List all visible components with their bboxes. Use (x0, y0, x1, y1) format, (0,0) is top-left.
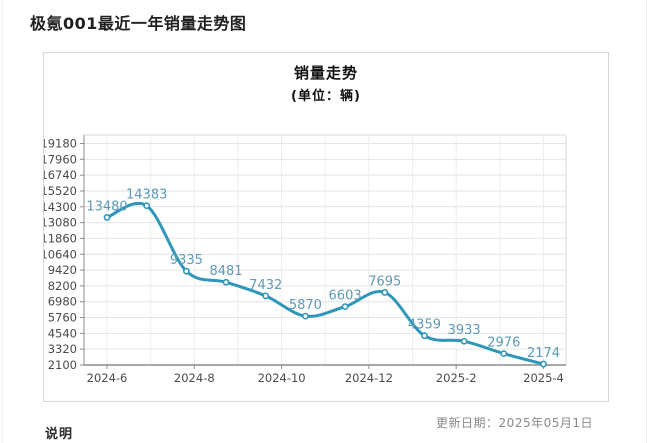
svg-text:7432: 7432 (249, 278, 282, 293)
svg-text:2024-8: 2024-8 (174, 371, 215, 385)
svg-text:2024-10: 2024-10 (258, 371, 306, 385)
chart-card: 2100 3320 4540 5760 6980 8200 9420 10640 11860 13… (43, 52, 609, 402)
page-right-rule (646, 0, 647, 443)
svg-text:13080: 13080 (44, 216, 77, 230)
svg-text:14383: 14383 (126, 188, 167, 203)
update-date: 更新日期：2025年05月1日 (436, 416, 593, 430)
svg-text:9420: 9420 (48, 263, 77, 277)
sales-trend-chart[interactable]: 2100332045405760698082009420106401186013… (44, 53, 608, 401)
svg-text:19180: 19180 (44, 137, 77, 151)
svg-text:2100: 2100 (48, 358, 77, 372)
svg-text:2174: 2174 (527, 346, 560, 361)
x-gridlines (106, 135, 544, 365)
svg-text:8200: 8200 (48, 279, 77, 293)
x-axis-labels: 2024-6 2024-8 2024-10 2024-12 2025-2 2025-4 (87, 365, 564, 385)
svg-text:6980: 6980 (48, 295, 77, 309)
svg-text:2024-6: 2024-6 (87, 371, 128, 385)
svg-text:2976: 2976 (487, 336, 520, 351)
svg-text:4359: 4359 (408, 318, 441, 333)
svg-text:5760: 5760 (48, 311, 77, 325)
svg-text:2025-4: 2025-4 (523, 371, 564, 385)
svg-text:17960: 17960 (44, 152, 77, 166)
svg-text:16740: 16740 (44, 168, 77, 182)
svg-text:11860: 11860 (44, 231, 77, 245)
svg-text:2025-2: 2025-2 (436, 371, 477, 385)
svg-text:15520: 15520 (44, 184, 77, 198)
svg-text:3320: 3320 (48, 342, 77, 356)
svg-text:10640: 10640 (44, 247, 77, 261)
svg-text:6603: 6603 (329, 289, 362, 304)
plot-border (84, 134, 567, 365)
svg-text:5870: 5870 (289, 298, 322, 313)
svg-text:3933: 3933 (448, 323, 481, 338)
svg-text:9335: 9335 (170, 253, 203, 268)
svg-text:4540: 4540 (48, 326, 77, 340)
svg-text:13480: 13480 (86, 199, 127, 214)
note-heading: 说明 (45, 427, 74, 442)
data-points (103, 202, 547, 368)
svg-text:8481: 8481 (209, 264, 242, 279)
svg-text:2024-12: 2024-12 (345, 371, 393, 385)
chart-subtitle: (单位：辆) (291, 89, 361, 104)
page-left-rule (2, 0, 3, 443)
page-title: 极氪001最近一年销量走势图 (30, 14, 247, 33)
svg-text:14300: 14300 (44, 200, 77, 214)
axes (83, 135, 566, 366)
svg-text:7695: 7695 (368, 274, 401, 289)
chart-title: 销量走势 (293, 64, 358, 82)
